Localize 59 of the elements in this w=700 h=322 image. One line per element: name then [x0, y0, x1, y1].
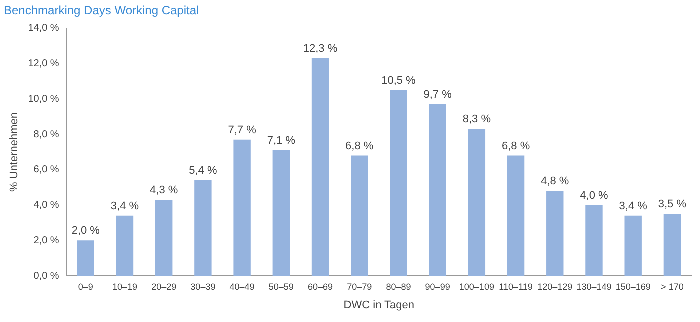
- data-label: 7,7 %: [228, 124, 257, 136]
- data-label: 3,4 %: [619, 200, 648, 212]
- bar: [390, 90, 408, 276]
- data-label: 12,3 %: [303, 42, 338, 55]
- y-tick-label: 10,0 %: [28, 94, 60, 105]
- bar: [234, 140, 251, 276]
- bar: [116, 216, 134, 276]
- x-tick-label: 110–119: [499, 282, 533, 292]
- y-tick-label: 6,0 %: [34, 164, 60, 176]
- x-tick-label: 0–9: [78, 282, 94, 292]
- bar: [155, 200, 173, 276]
- y-tick-label: 12,0 %: [28, 58, 60, 70]
- x-tick-label: 30–39: [190, 282, 216, 292]
- x-tick-label: 10–19: [112, 282, 138, 292]
- x-tick-label: 150–169: [616, 282, 651, 292]
- chart-title: Benchmarking Days Working Capital: [4, 4, 200, 18]
- x-tick-label: 120–129: [538, 282, 573, 292]
- x-tick-label: 50–59: [268, 282, 294, 292]
- y-tick-label: 14,0 %: [28, 23, 60, 34]
- y-tick-label: 0,0 %: [34, 270, 60, 282]
- x-tick-label: > 170: [661, 282, 684, 292]
- bar: [586, 205, 603, 276]
- data-label: 4,0 %: [580, 190, 609, 202]
- bar: [546, 191, 564, 276]
- data-label: 3,4 %: [110, 200, 140, 212]
- bar: [429, 104, 446, 276]
- bar: [194, 180, 212, 276]
- x-tick-label: 40–49: [230, 282, 255, 292]
- x-tick-label: 20–29: [152, 282, 177, 292]
- data-label: 7,1 %: [267, 134, 296, 147]
- x-tick-label: 100–109: [459, 282, 494, 292]
- data-label: 6,8 %: [502, 140, 530, 152]
- bar: [468, 129, 486, 276]
- data-label: 10,5 %: [382, 74, 416, 87]
- x-tick-label: 90–99: [425, 282, 450, 292]
- data-label: 9,7 %: [424, 88, 452, 101]
- bar: [664, 214, 682, 276]
- x-tick-label: 130–149: [576, 282, 612, 292]
- y-tick-label: 4,0 %: [34, 200, 60, 212]
- y-tick-label: 8,0 %: [34, 129, 60, 140]
- bar: [507, 156, 525, 276]
- bar: [624, 216, 642, 276]
- y-tick-label: 2,0 %: [34, 235, 60, 246]
- x-tick-label: 80–89: [386, 282, 412, 292]
- x-tick-label: 60–69: [308, 282, 334, 292]
- x-axis-title: DWC in Tagen: [344, 299, 415, 312]
- bar: [312, 58, 330, 276]
- data-label: 6,8 %: [346, 140, 374, 152]
- bar: [272, 150, 290, 276]
- bar: [77, 240, 94, 276]
- data-label: 2,0 %: [72, 225, 100, 238]
- bar: [351, 156, 368, 276]
- y-axis-title: % Unternehmen: [8, 112, 21, 192]
- data-label: 4,8 %: [541, 176, 570, 188]
- x-tick-label: 70–79: [347, 282, 372, 292]
- data-label: 5,4 %: [189, 165, 218, 178]
- data-label: 4,3 %: [150, 184, 178, 196]
- data-label: 3,5 %: [658, 198, 687, 211]
- data-label: 8,3 %: [462, 114, 492, 126]
